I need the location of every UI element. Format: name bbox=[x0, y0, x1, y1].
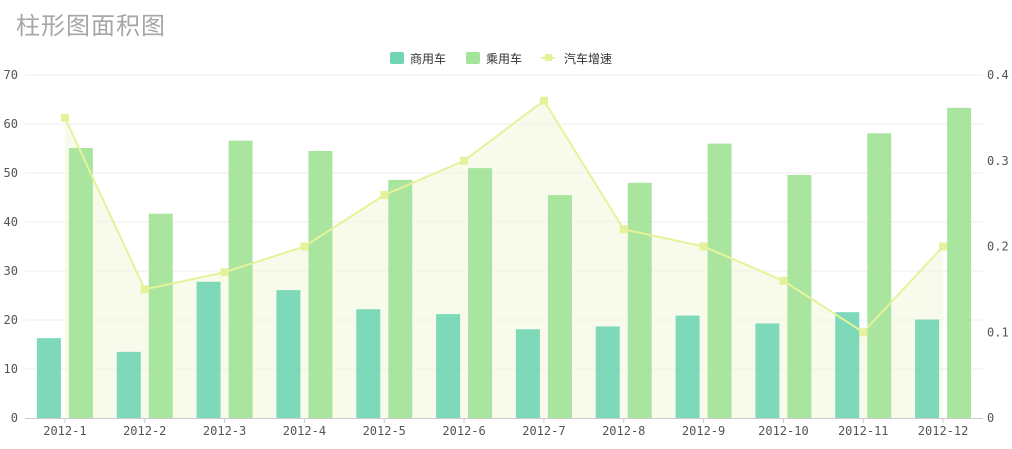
bar-commercial bbox=[835, 312, 860, 418]
legend-swatch-commercial bbox=[390, 52, 404, 64]
growth-line-layer bbox=[60, 96, 948, 337]
x-tick-label: 2012-2 bbox=[123, 424, 166, 438]
x-tick-label: 2012-5 bbox=[363, 424, 406, 438]
y-right-tick-label: 0.2 bbox=[987, 240, 1009, 254]
growth-point bbox=[779, 276, 788, 285]
bar-commercial bbox=[515, 329, 540, 418]
growth-point bbox=[539, 96, 548, 105]
x-tick-label: 2012-9 bbox=[682, 424, 725, 438]
y-right-tick-label: 0.4 bbox=[987, 68, 1009, 82]
bars-layer bbox=[36, 107, 972, 418]
growth-point bbox=[60, 113, 69, 122]
legend-label-growth: 汽车增速 bbox=[564, 51, 612, 66]
axes-layer: 0 10 20 30 40 50 60 70 0 0.1 0.2 0.3 0.4 2012-1 2012-2… bbox=[4, 68, 1009, 438]
legend: 商用车 乘用车 汽车增速 bbox=[390, 51, 612, 66]
bar-passenger bbox=[867, 133, 892, 418]
growth-point bbox=[300, 242, 309, 251]
y-right-tick-label: 0.3 bbox=[987, 154, 1009, 168]
bar-passenger bbox=[228, 140, 253, 418]
bar-commercial bbox=[356, 309, 381, 418]
bar-passenger bbox=[547, 195, 572, 418]
bar-passenger bbox=[68, 148, 93, 418]
bar-commercial bbox=[196, 281, 221, 418]
bar-commercial bbox=[675, 315, 700, 418]
growth-point bbox=[220, 268, 229, 277]
growth-line bbox=[64, 99, 944, 334]
bar-passenger bbox=[148, 213, 173, 418]
bar-passenger bbox=[388, 179, 413, 418]
bar-commercial bbox=[915, 319, 940, 418]
legend-marker-growth bbox=[545, 54, 552, 61]
growth-point bbox=[699, 242, 708, 251]
y-right-tick-label: 0 bbox=[987, 411, 994, 425]
bar-passenger bbox=[707, 143, 732, 418]
bar-commercial bbox=[755, 323, 780, 418]
y-left-tick-label: 70 bbox=[4, 68, 18, 82]
x-tick-label: 2012-12 bbox=[918, 424, 969, 438]
growth-point bbox=[380, 191, 389, 200]
x-tick-label: 2012-6 bbox=[442, 424, 485, 438]
bar-commercial bbox=[595, 326, 620, 418]
x-tick-label: 2012-1 bbox=[43, 424, 86, 438]
x-tick-label: 2012-4 bbox=[283, 424, 326, 438]
y-left-tick-label: 20 bbox=[4, 313, 18, 327]
y-right-tick-label: 0.1 bbox=[987, 325, 1009, 339]
x-tick-label: 2012-3 bbox=[203, 424, 246, 438]
growth-point bbox=[460, 156, 469, 165]
bar-commercial bbox=[116, 351, 141, 418]
y-left-tick-label: 50 bbox=[4, 166, 18, 180]
bar-passenger bbox=[468, 168, 493, 418]
x-tick-label: 2012-7 bbox=[522, 424, 565, 438]
y-left-tick-label: 60 bbox=[4, 117, 18, 131]
x-tick-label: 2012-8 bbox=[602, 424, 645, 438]
bar-passenger bbox=[947, 107, 972, 418]
growth-point bbox=[619, 225, 628, 234]
y-left-tick-label: 30 bbox=[4, 264, 18, 278]
bar-commercial bbox=[36, 338, 61, 418]
x-tick-label: 2012-11 bbox=[838, 424, 889, 438]
chart-title: 柱形图面积图 bbox=[16, 12, 166, 40]
bar-passenger bbox=[627, 182, 652, 418]
bar-commercial bbox=[436, 314, 461, 418]
bar-passenger bbox=[308, 150, 333, 418]
growth-point bbox=[859, 328, 868, 337]
y-left-tick-label: 10 bbox=[4, 362, 18, 376]
growth-point bbox=[140, 285, 149, 294]
legend-label-passenger: 乘用车 bbox=[486, 51, 522, 66]
y-left-tick-label: 0 bbox=[11, 411, 18, 425]
y-left-tick-label: 40 bbox=[4, 215, 18, 229]
legend-swatch-passenger bbox=[466, 52, 480, 64]
bar-commercial bbox=[276, 290, 301, 418]
legend-label-commercial: 商用车 bbox=[410, 51, 446, 66]
growth-point bbox=[939, 242, 948, 251]
x-tick-label: 2012-10 bbox=[758, 424, 809, 438]
